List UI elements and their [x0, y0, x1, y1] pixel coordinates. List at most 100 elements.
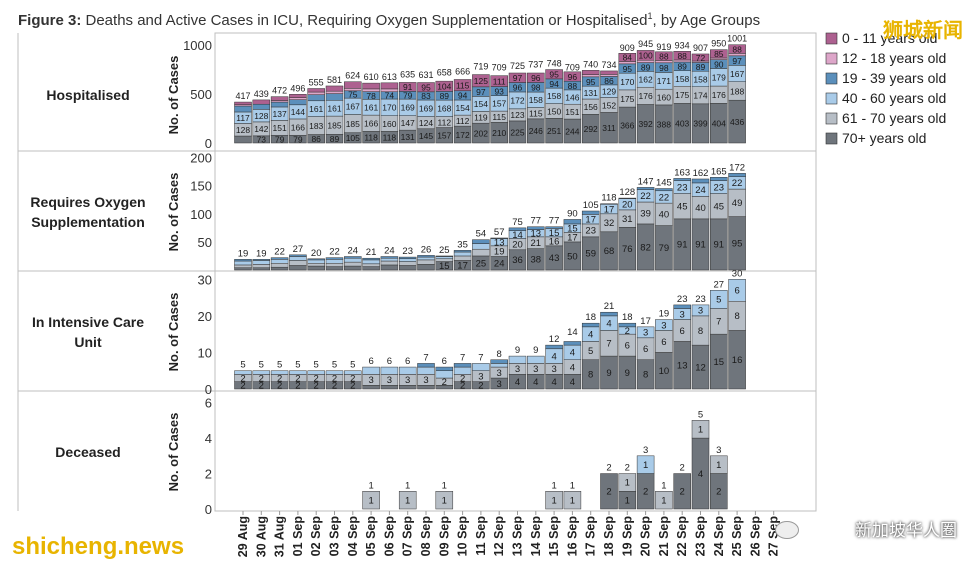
panel-title: Deceased — [55, 444, 120, 460]
segment-label: 59 — [585, 249, 596, 260]
segment-label: 23 — [585, 226, 596, 237]
segment-label: 12 — [695, 362, 706, 373]
bar-segment — [362, 257, 380, 261]
segment-label: 1 — [661, 495, 666, 506]
total-label: 740 — [583, 59, 598, 69]
bar-segment — [417, 259, 435, 265]
total-label: 1 — [570, 480, 575, 491]
bar-segment — [563, 71, 582, 82]
segment-label: 16 — [732, 355, 743, 366]
segment-label: 403 — [675, 119, 689, 129]
total-label: 6 — [368, 356, 373, 367]
segment-label: 23 — [677, 182, 688, 193]
segment-label: 152 — [602, 100, 616, 110]
segment-label: 2 — [314, 373, 319, 384]
bar-segment — [490, 237, 508, 239]
segment-label: 2 — [606, 487, 611, 498]
segment-label: 94 — [458, 91, 468, 101]
x-tick-label: 16 Sep — [565, 516, 579, 557]
segment-label: 1 — [698, 425, 703, 436]
bar-segment — [325, 263, 344, 267]
total-label: 417 — [235, 91, 250, 101]
bar-segment — [618, 53, 637, 62]
total-label: 22 — [329, 247, 340, 258]
bar-segment — [344, 265, 362, 271]
bar-segment — [234, 105, 252, 113]
segment-label: 91 — [403, 82, 413, 92]
bar-segment — [508, 72, 527, 83]
bar-segment — [618, 322, 637, 328]
bar-segment — [325, 259, 344, 264]
segment-label: 96 — [568, 72, 578, 82]
legend-label: 61 - 70 years old — [842, 110, 946, 126]
panel-title: Supplementation — [31, 214, 145, 230]
bar-segment — [710, 49, 728, 59]
segment-label: 3 — [497, 368, 502, 379]
bar-segment — [252, 259, 271, 261]
bar-segment — [398, 491, 417, 510]
segment-label: 24 — [695, 185, 706, 196]
total-label: 439 — [254, 89, 269, 99]
bar-segment — [581, 74, 600, 78]
segment-label: 79 — [275, 134, 285, 144]
segment-label: 86 — [311, 134, 321, 144]
bar-segment — [325, 257, 344, 260]
total-label: 748 — [547, 59, 562, 69]
segment-label: 2 — [442, 377, 447, 388]
segment-label: 157 — [437, 131, 451, 141]
figure-title: Figure 3: Deaths and Active Cases in ICU… — [18, 11, 760, 29]
segment-label: 20 — [622, 200, 633, 211]
bar-segment — [472, 248, 490, 257]
segment-label: 111 — [493, 76, 506, 86]
segment-label: 13 — [531, 228, 542, 239]
segment-label: 4 — [515, 377, 520, 388]
segment-label: 9 — [606, 368, 611, 379]
bar-segment — [325, 370, 344, 375]
total-label: 145 — [656, 178, 672, 189]
segment-label: 119 — [474, 113, 488, 123]
segment-label: 25 — [476, 258, 487, 269]
bar-segment — [636, 187, 655, 190]
bar-segment — [563, 341, 582, 346]
watermark-bottom-left: shicheng.news — [12, 533, 185, 560]
total-label: 472 — [272, 86, 287, 96]
bar-segment — [673, 473, 691, 510]
bar-segment — [362, 366, 380, 375]
segment-label: 15 — [439, 261, 450, 272]
total-label: 1001 — [727, 34, 747, 44]
bar-segment — [380, 257, 399, 262]
y-tick-label: 0 — [205, 136, 212, 151]
segment-label: 2 — [478, 381, 483, 392]
bar-segment — [307, 91, 325, 95]
total-label: 23 — [677, 294, 688, 305]
y-tick-label: 200 — [190, 151, 212, 166]
segment-label: 91 — [714, 240, 725, 251]
y-axis-label: No. of Cases — [166, 413, 181, 492]
x-tick-label: 04 Sep — [346, 516, 360, 557]
bar-segment — [344, 256, 362, 259]
bar-segment — [728, 173, 746, 177]
bar-segment — [435, 491, 454, 510]
total-label: 147 — [638, 176, 654, 187]
segment-label: 154 — [474, 99, 488, 109]
segment-label: 392 — [639, 119, 653, 129]
segment-label: 124 — [419, 118, 433, 128]
segment-label: 170 — [382, 103, 396, 113]
segment-label: 2 — [625, 326, 630, 337]
segment-label: 131 — [584, 88, 598, 98]
segment-label: 4 — [551, 351, 556, 362]
total-label: 610 — [364, 72, 379, 82]
segment-label: 246 — [529, 126, 543, 136]
y-axis-label: No. of Cases — [166, 293, 181, 372]
total-label: 719 — [473, 61, 488, 71]
segment-label: 97 — [513, 73, 523, 83]
total-label: 666 — [455, 67, 470, 77]
total-label: 5 — [314, 360, 319, 371]
total-label: 12 — [549, 334, 560, 345]
bar-segment — [344, 257, 362, 263]
total-label: 5 — [277, 360, 282, 371]
x-tick-label: 06 Sep — [382, 516, 396, 557]
total-label: 9 — [515, 345, 520, 356]
bar-segment — [252, 103, 271, 110]
segment-label: 4 — [588, 329, 593, 340]
